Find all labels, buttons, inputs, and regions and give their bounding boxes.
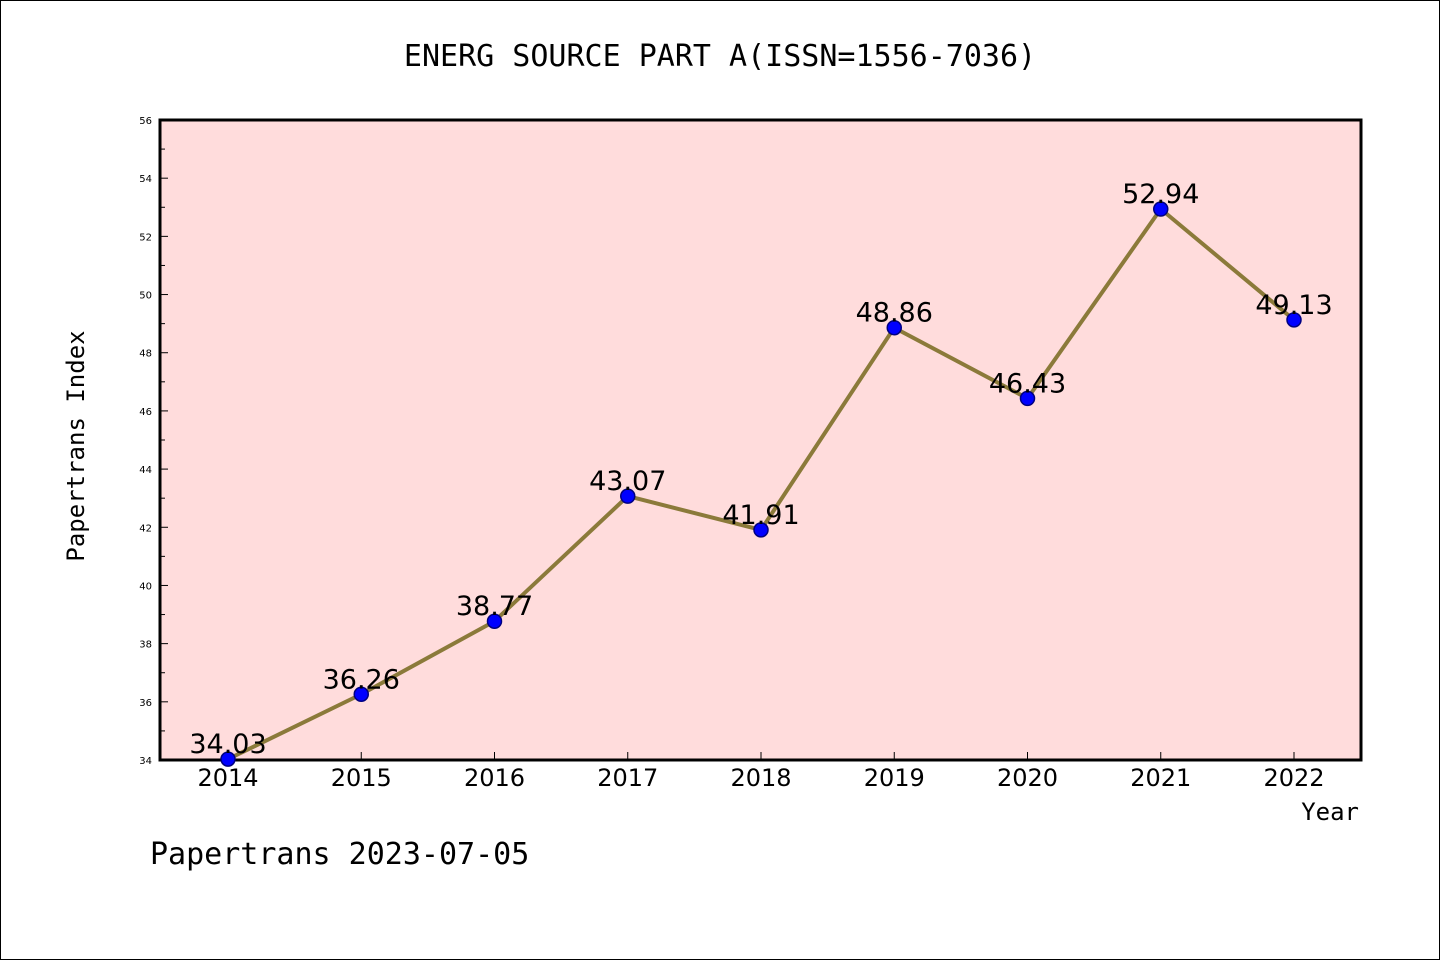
x-tick-label: 2016: [464, 764, 525, 792]
data-label: 34.03: [189, 729, 266, 760]
data-point-marker: [353, 686, 369, 703]
x-tick-label: 2018: [730, 764, 791, 792]
footer-text: Papertrans 2023-07-05: [150, 837, 529, 872]
y-tick-label: 40: [139, 581, 152, 592]
y-tick-label: 50: [139, 291, 152, 302]
x-tick-label: 2014: [197, 764, 258, 792]
chart-title: ENERG SOURCE PART A(ISSN=1556-7036): [404, 39, 1036, 74]
data-point-marker: [1286, 312, 1302, 328]
data-label: 43.07: [589, 466, 666, 497]
y-tick-label: 38: [139, 640, 152, 651]
data-point-marker: [486, 613, 503, 629]
data-point-marker: [1153, 201, 1169, 217]
y-tick-label: 36: [139, 698, 152, 709]
y-tick-label: 34: [139, 756, 152, 767]
data-label-group: 34.03 36.26 38.77 43.07 41.91 48.86 46.43 52.94…: [189, 179, 1332, 760]
series-line-group: [220, 201, 1302, 767]
data-point-marker: [1019, 390, 1036, 407]
data-label: 36.26: [323, 664, 400, 695]
x-tick-label: 2021: [1130, 764, 1191, 792]
data-point-marker: [620, 488, 636, 504]
data-label: 49.13: [1255, 290, 1332, 321]
x-tick-label: 2020: [997, 764, 1058, 792]
data-label: 38.77: [456, 591, 533, 622]
x-tick-label: 2015: [331, 764, 392, 792]
y-tick-label: 54: [139, 174, 152, 185]
data-label: 41.91: [722, 500, 799, 531]
data-point-marker: [220, 751, 236, 767]
x-tick-label: 2022: [1263, 764, 1324, 792]
y-axis: 34 36 38 40 42 44 46 48 50 52 54 56: [139, 116, 168, 767]
plot-area: [158, 118, 1363, 762]
y-tick-label: 44: [139, 465, 152, 476]
y-tick-label: 46: [139, 407, 152, 418]
y-tick-label: 52: [139, 232, 152, 243]
y-tick-label: 42: [139, 523, 152, 534]
data-point-marker: [753, 522, 769, 538]
data-label: 46.43: [989, 368, 1066, 399]
data-point-marker: [886, 319, 902, 336]
x-axis: 2014 2015 2016 2017 2018 2019 2020 2021 2022: [197, 752, 1325, 792]
x-axis-label: Year: [1301, 798, 1359, 826]
data-label: 48.86: [856, 298, 933, 329]
y-tick-label: 48: [139, 349, 152, 360]
y-axis-label: Papertrans Index: [62, 330, 90, 561]
y-tick-label: 56: [139, 116, 152, 127]
x-tick-label: 2017: [597, 764, 658, 792]
data-label: 52.94: [1122, 179, 1199, 210]
x-tick-label: 2019: [864, 764, 925, 792]
